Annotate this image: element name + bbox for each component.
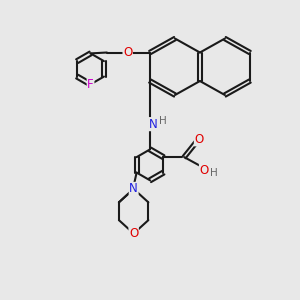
Text: F: F	[87, 78, 94, 91]
Text: O: O	[123, 46, 132, 59]
Text: O: O	[194, 133, 204, 146]
Text: H: H	[159, 116, 167, 126]
Text: O: O	[200, 164, 209, 177]
Text: N: N	[129, 182, 138, 195]
Text: N: N	[148, 118, 157, 130]
Text: H: H	[210, 169, 218, 178]
Text: O: O	[129, 227, 138, 240]
